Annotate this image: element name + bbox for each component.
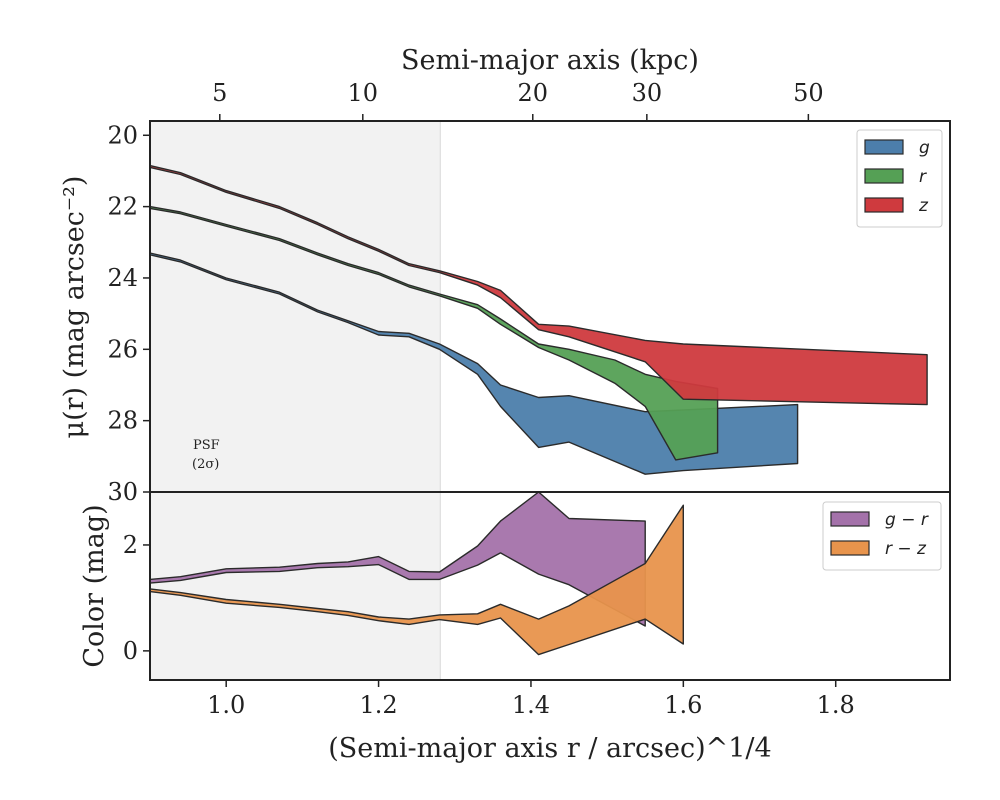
- series-band-profiles-0: [149, 252, 799, 475]
- legend-swatch: [864, 139, 904, 155]
- x-axis-title: (Semi-major axis r / arcsec)^1/4: [328, 733, 771, 764]
- legend-swatch: [864, 168, 904, 184]
- legend-label: g − r: [885, 510, 929, 530]
- color-panel: 02 1.0 1.2 1.4 1.6 1.8 g − rr − z: [123, 491, 951, 719]
- series-band-colors-0: [149, 491, 646, 627]
- color-y-tick-label: 0: [123, 637, 138, 665]
- profile-y-tick-label: 24: [107, 264, 138, 292]
- color-y-tick-label: 2: [123, 531, 138, 559]
- profile-legend: grz: [856, 129, 943, 228]
- color-series-layer: [149, 491, 684, 656]
- color-panel-frame: [149, 491, 951, 681]
- series-band-profiles-2: [149, 164, 928, 406]
- legend-label: r: [919, 167, 927, 187]
- legend-swatch: [864, 197, 904, 213]
- profile-y-tick-label: 26: [107, 335, 138, 363]
- kpc-tick-label: 20: [518, 79, 549, 107]
- profile-y-axis: 20 22 24 26 28 30: [107, 121, 150, 506]
- kpc-tick-label: 10: [348, 79, 379, 107]
- profile-y-tick-label: 30: [107, 478, 138, 506]
- legend-swatch: [830, 511, 870, 527]
- series-band-colors-1: [149, 504, 684, 656]
- legend-label: z: [918, 196, 929, 216]
- profile-y-tick-label: 20: [107, 121, 138, 149]
- kpc-top-axis: 5 10 20 30 50: [212, 79, 824, 121]
- kpc-tick-label: 5: [212, 79, 227, 107]
- profile-y-tick-label: 22: [107, 193, 138, 221]
- profile-series-layer: [149, 164, 928, 475]
- bottom-x-axis: 1.0 1.2 1.4 1.6 1.8: [207, 680, 855, 719]
- color-legend: g − r r − z: [822, 501, 942, 571]
- y-axis-title-profile: μ(r) (mag arcsec⁻²): [59, 176, 90, 439]
- profile-y-tick-label: 28: [107, 407, 138, 435]
- psf-label-line1: PSF: [193, 438, 220, 453]
- kpc-tick-label: 50: [793, 79, 824, 107]
- x-tick-label: 1.6: [664, 691, 702, 719]
- x-tick-label: 1.2: [359, 691, 397, 719]
- legend-label: r − z: [885, 539, 927, 559]
- legend-swatch: [830, 540, 870, 556]
- color-y-axis: 02: [123, 531, 150, 665]
- psf-region-top: [149, 120, 441, 493]
- psf-label-line2: (2σ): [192, 457, 219, 472]
- series-band-profiles-1: [149, 205, 719, 461]
- x-tick-label: 1.4: [512, 691, 550, 719]
- legend-label: g: [919, 138, 930, 158]
- x-tick-label: 1.0: [207, 691, 245, 719]
- x-tick-label: 1.8: [817, 691, 855, 719]
- profile-panel: 20 22 24 26 28 30 5 10 20 30 50 PSF (2σ) grz: [107, 79, 951, 506]
- kpc-tick-label: 30: [632, 79, 663, 107]
- top-x-axis-title: Semi-major axis (kpc): [401, 45, 699, 76]
- psf-region-bottom: [149, 491, 441, 681]
- y-axis-title-color: Color (mag): [79, 504, 110, 667]
